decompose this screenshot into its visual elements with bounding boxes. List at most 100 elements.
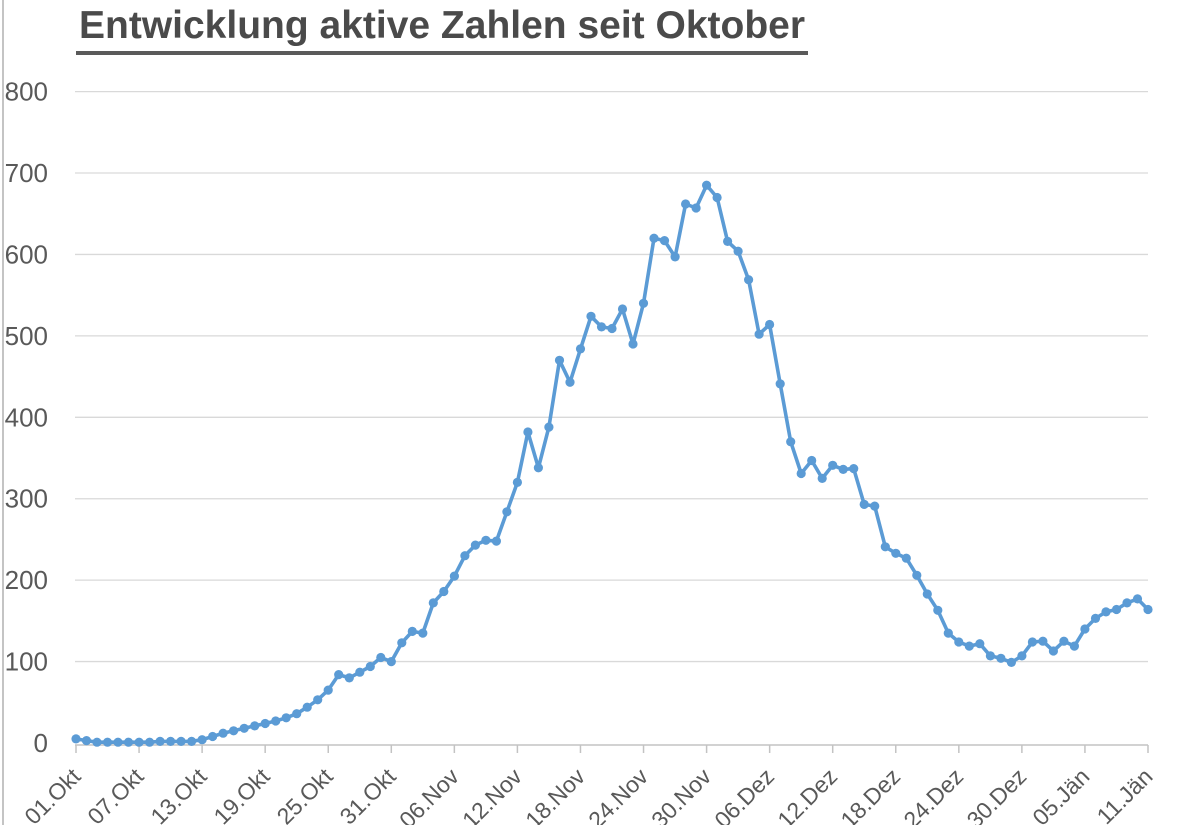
data-point <box>670 252 680 262</box>
data-point <box>481 535 491 545</box>
x-tick-label: 18.Dez <box>835 763 905 825</box>
data-point <box>1038 636 1048 646</box>
x-tick-label: 07.Okt <box>82 763 149 825</box>
data-point <box>975 639 985 649</box>
x-tick-label: 30.Dez <box>962 763 1032 825</box>
data-point <box>418 628 428 638</box>
data-point <box>891 548 901 558</box>
x-tick-label: 13.Okt <box>145 763 212 825</box>
data-point <box>123 737 134 747</box>
x-tick-label: 11.Jän <box>1092 763 1158 825</box>
data-point <box>933 605 943 615</box>
x-tick-labels: 01.Okt07.Okt13.Okt19.Okt25.Okt31.Okt06.N… <box>19 763 1157 825</box>
data-point <box>260 718 270 729</box>
data-point <box>491 536 501 546</box>
y-axis-label: 100 <box>5 647 48 677</box>
data-point <box>208 731 218 742</box>
data-point <box>250 721 260 731</box>
data-point <box>859 499 869 509</box>
data-point <box>71 734 81 744</box>
screen-left-border <box>2 0 4 825</box>
data-point <box>838 464 848 474</box>
y-axis-label: 700 <box>5 158 48 188</box>
data-point <box>134 737 144 747</box>
x-tick-label: 24.Nov <box>583 763 653 825</box>
data-point <box>681 199 691 209</box>
data-point <box>870 501 880 511</box>
data-series <box>71 180 1153 747</box>
data-point <box>428 598 438 608</box>
x-axis <box>75 744 1149 753</box>
data-point <box>1080 624 1090 634</box>
data-point <box>796 468 806 479</box>
y-axis-label: 800 <box>5 77 48 107</box>
data-point <box>176 736 186 747</box>
data-point <box>912 570 922 580</box>
x-tick-label: 06.Nov <box>394 763 464 825</box>
data-point <box>754 329 764 339</box>
x-tick-label: 06.Dez <box>709 763 779 825</box>
data-point <box>849 464 859 474</box>
y-axis-label: 600 <box>5 239 48 269</box>
data-point <box>922 589 932 599</box>
data-point <box>1090 613 1101 624</box>
data-point <box>239 723 249 733</box>
y-axis-label: 200 <box>5 565 48 595</box>
y-axis-label: 300 <box>5 484 48 514</box>
data-point <box>786 437 796 447</box>
data-point <box>954 637 964 647</box>
data-point <box>1111 604 1122 615</box>
data-point <box>113 737 123 747</box>
data-point <box>1059 636 1069 646</box>
data-point <box>187 736 197 747</box>
data-point <box>229 726 239 736</box>
data-point <box>1027 637 1037 647</box>
data-point <box>365 661 375 672</box>
data-point <box>817 473 827 483</box>
data-point <box>155 736 165 747</box>
data-point <box>271 716 281 726</box>
y-axis-labels: 0 100 200 300 400 500 600 700 800 <box>5 77 48 758</box>
data-point <box>586 311 596 321</box>
data-point <box>712 192 722 203</box>
data-point <box>575 344 586 354</box>
x-tick-label: 18.Nov <box>520 763 590 825</box>
data-point <box>407 626 417 637</box>
y-gridlines <box>75 90 1148 663</box>
data-point <box>1143 604 1153 615</box>
data-point <box>964 641 974 651</box>
data-point <box>386 657 396 667</box>
data-point <box>1017 651 1027 661</box>
data-point <box>1101 607 1111 617</box>
data-point <box>617 304 628 314</box>
data-point <box>470 540 480 550</box>
data-point <box>145 737 155 747</box>
x-tick-label: 25.Okt <box>271 763 338 825</box>
data-point <box>166 736 176 747</box>
data-point <box>102 737 113 747</box>
data-point <box>659 236 670 246</box>
data-point <box>596 322 607 332</box>
x-tick-label: 31.Okt <box>335 763 402 825</box>
data-point <box>544 422 554 432</box>
chart-title: Entwicklung aktive Zahlen seit Oktober <box>76 4 809 55</box>
data-point <box>523 427 533 437</box>
data-point <box>691 203 701 213</box>
data-point <box>92 737 102 747</box>
data-point <box>607 323 617 334</box>
data-point <box>323 685 333 695</box>
data-point <box>943 628 953 638</box>
data-point <box>439 586 449 597</box>
data-point <box>334 670 344 680</box>
data-point <box>744 275 754 285</box>
data-point <box>1132 594 1143 604</box>
data-point <box>218 728 228 738</box>
data-point <box>81 736 92 746</box>
data-point <box>565 377 575 387</box>
x-tick-label: 01.Okt <box>19 763 86 825</box>
x-tick-label: 05.Jän <box>1027 763 1094 825</box>
y-axis-label: 500 <box>5 321 48 351</box>
data-point <box>397 638 407 648</box>
